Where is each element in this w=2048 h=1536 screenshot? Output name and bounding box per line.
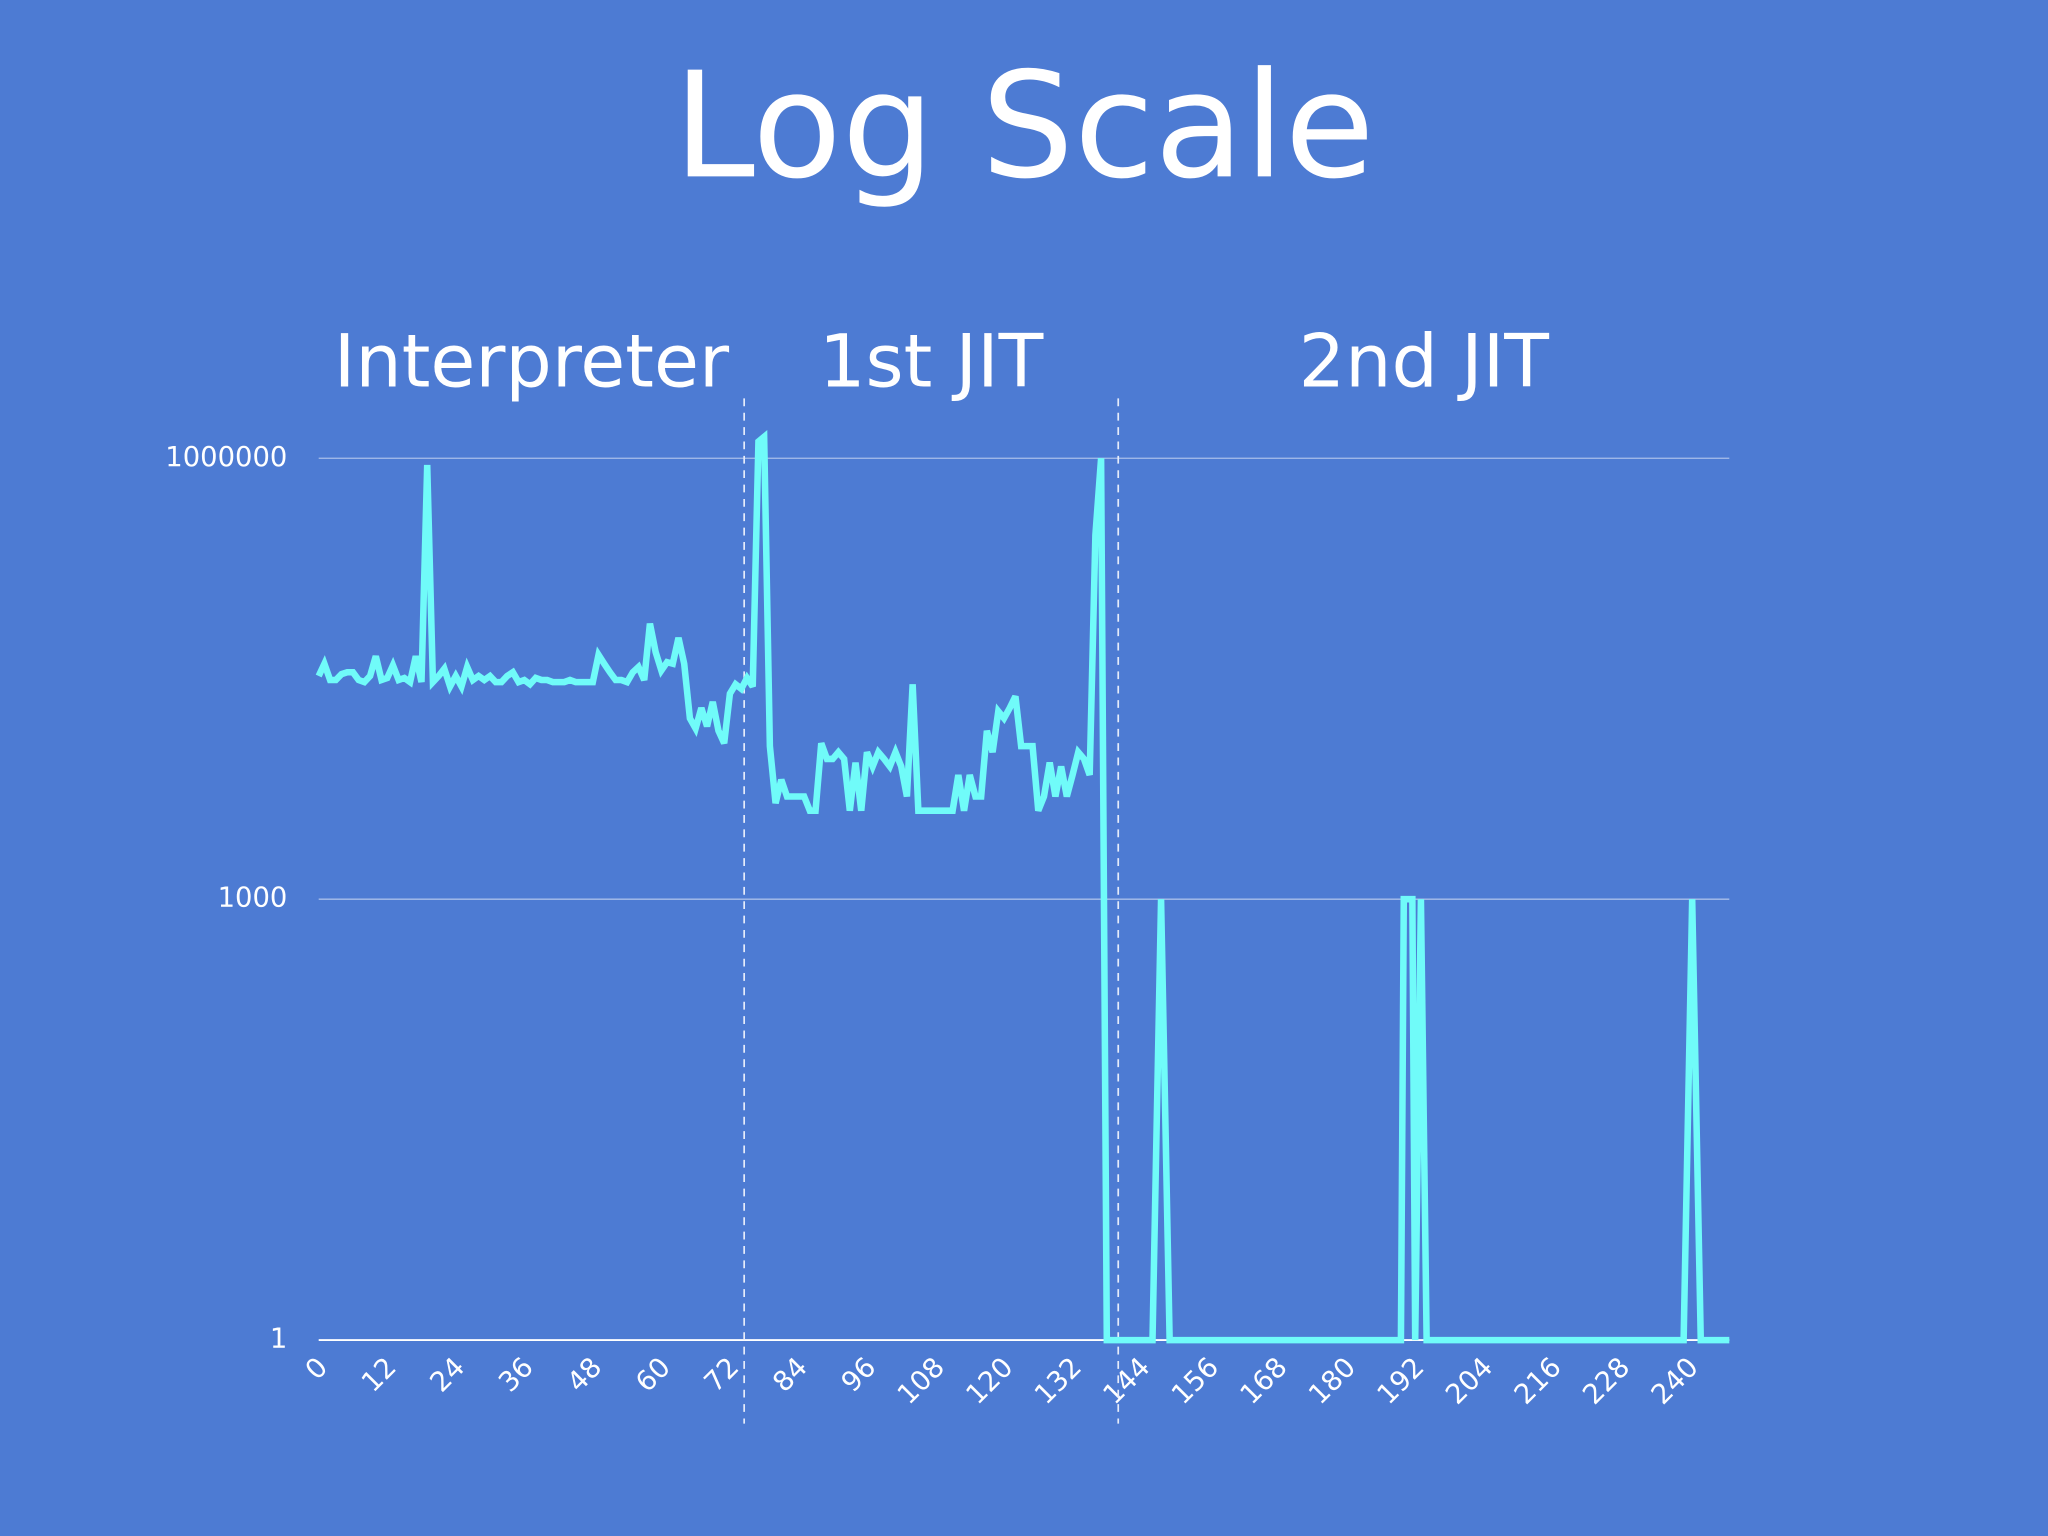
y-tick-label: 1 — [270, 1324, 287, 1355]
region-label: 2nd JIT — [1299, 320, 1550, 405]
region-label: Interpreter — [334, 320, 730, 405]
y-tick-label: 1000 — [218, 883, 288, 914]
region-label: 1st JIT — [819, 320, 1044, 405]
y-tick-label: 1000000 — [165, 442, 287, 473]
data-line — [315, 429, 1730, 1344]
chart-title: Log Scale — [673, 41, 1374, 211]
